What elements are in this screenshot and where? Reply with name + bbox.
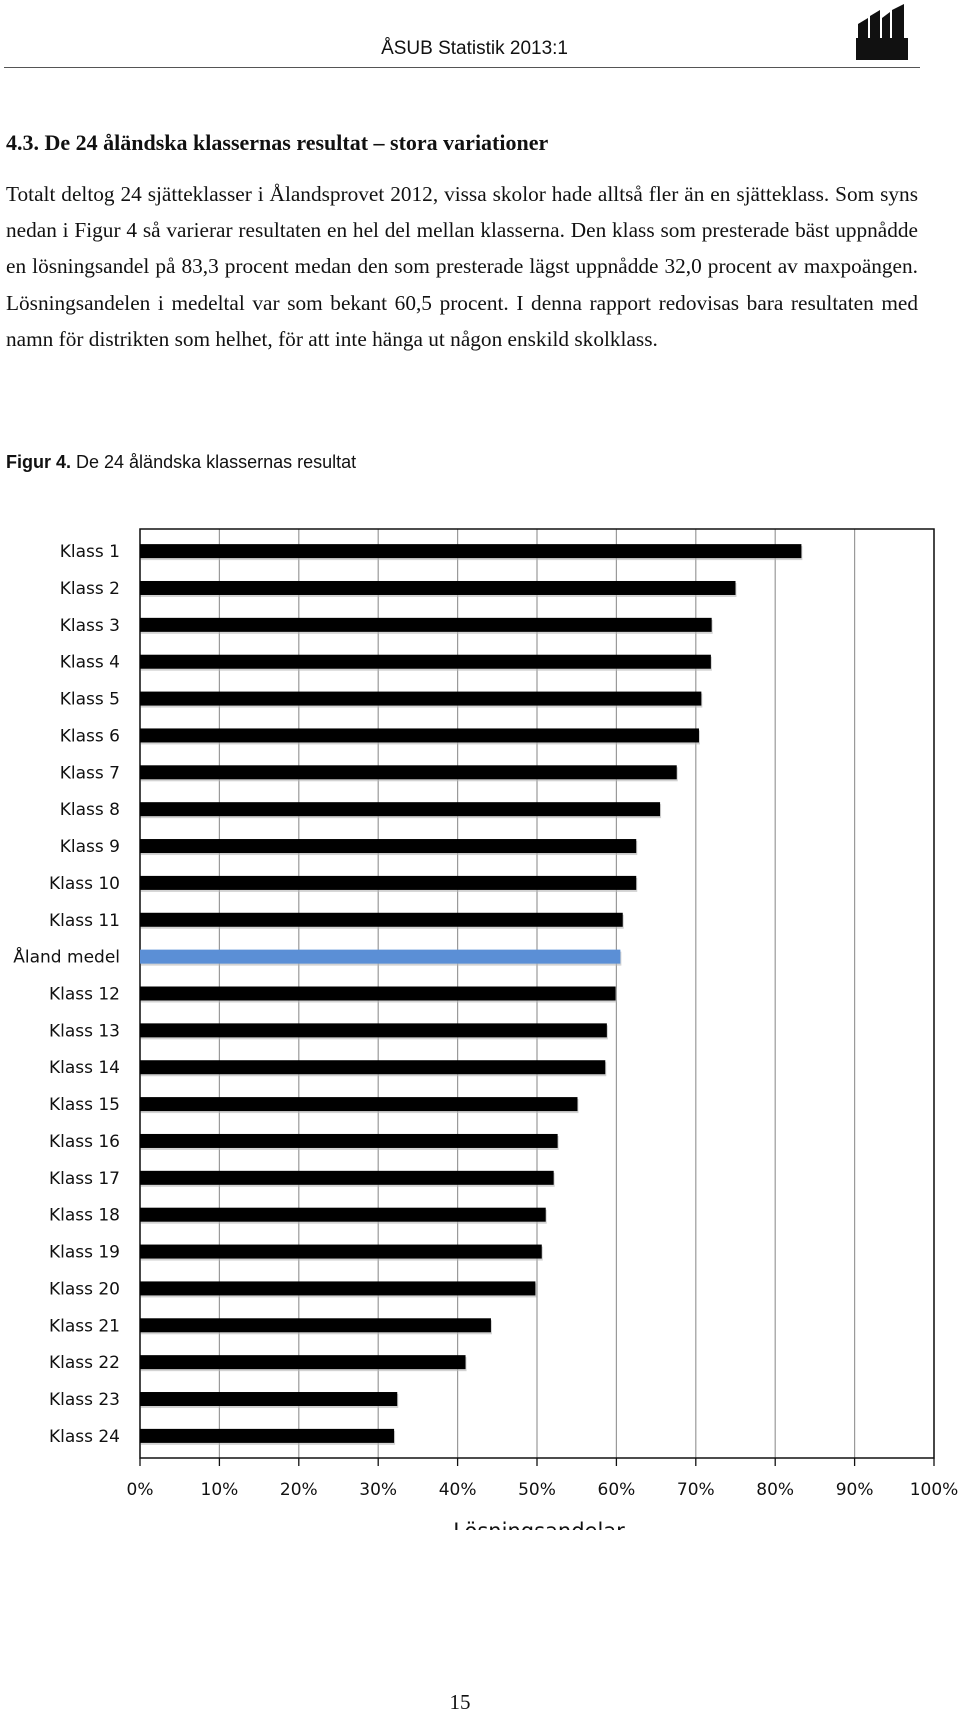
- bar: [140, 1023, 607, 1038]
- figure-caption: Figur 4. De 24 åländska klassernas resul…: [6, 452, 356, 473]
- x-tick-label: 50%: [518, 1480, 556, 1500]
- category-label: Klass 22: [49, 1353, 120, 1373]
- category-label: Klass 7: [60, 763, 120, 783]
- category-label: Klass 13: [49, 1021, 120, 1041]
- section-heading: 4.3. De 24 åländska klassernas resultat …: [6, 130, 549, 155]
- bar: [140, 580, 736, 595]
- bar: [140, 986, 616, 1001]
- x-tick-label: 70%: [677, 1480, 715, 1500]
- bar: [140, 1170, 554, 1185]
- x-tick-label: 80%: [756, 1480, 794, 1500]
- x-tick-label: 40%: [439, 1480, 477, 1500]
- x-tick-label: 10%: [201, 1480, 239, 1500]
- category-label: Klass 18: [49, 1206, 120, 1226]
- category-label: Klass 9: [60, 837, 120, 857]
- category-label: Klass 17: [49, 1169, 120, 1189]
- category-label: Klass 23: [49, 1390, 120, 1410]
- category-label: Klass 15: [49, 1095, 120, 1115]
- bar: [140, 1318, 491, 1333]
- page-number: 15: [449, 1690, 471, 1714]
- bar: [140, 875, 637, 890]
- bar: [140, 617, 712, 632]
- page-header: ÅSUB Statistik 2013:1: [0, 0, 960, 70]
- bar: [140, 1097, 578, 1112]
- category-label: Klass 2: [60, 579, 120, 599]
- bar-chart: Klass 1 Klass 2 Klass 3 Klass 4 Klass 5 Klass…: [13, 528, 959, 1530]
- x-tick-label: 90%: [836, 1480, 874, 1500]
- bar: [140, 839, 637, 854]
- x-tick-label: 0%: [127, 1480, 154, 1500]
- x-tick-label: 30%: [359, 1480, 397, 1500]
- header-divider: [4, 67, 920, 68]
- bar: [140, 1244, 542, 1259]
- figure-caption-prefix: Figur 4.: [6, 452, 72, 472]
- bar-average: [140, 949, 621, 964]
- category-label: Klass 1: [60, 542, 120, 562]
- category-label: Klass 3: [60, 616, 120, 636]
- bar: [140, 1355, 466, 1370]
- category-label: Klass 8: [60, 800, 120, 820]
- bar: [140, 1207, 546, 1222]
- bar: [140, 654, 711, 669]
- category-label: Klass 12: [49, 985, 120, 1005]
- bar: [140, 728, 699, 743]
- bar: [140, 912, 623, 927]
- x-tick-label: 60%: [598, 1480, 636, 1500]
- category-label: Klass 11: [49, 911, 120, 931]
- category-label: Åland medel: [13, 946, 120, 968]
- bar: [140, 691, 702, 706]
- body-paragraph: Totalt deltog 24 sjätteklasser i Ålandsp…: [6, 182, 918, 351]
- x-tick-label: 20%: [280, 1480, 318, 1500]
- category-label: Klass 4: [60, 653, 120, 673]
- bar: [140, 1281, 536, 1296]
- bar: [140, 765, 677, 780]
- figure-caption-text: De 24 åländska klassernas resultat: [71, 452, 357, 472]
- asub-logo-icon: [856, 4, 908, 60]
- category-label: Klass 24: [49, 1427, 120, 1447]
- category-label: Klass 6: [60, 726, 120, 746]
- x-axis-title: Lösningsandelar: [453, 1519, 625, 1530]
- category-label: Klass 10: [49, 874, 120, 894]
- bar: [140, 544, 802, 559]
- category-label: Klass 5: [60, 690, 120, 710]
- header-title: ÅSUB Statistik 2013:1: [381, 38, 568, 59]
- bar: [140, 1133, 558, 1148]
- category-label: Klass 21: [49, 1316, 120, 1336]
- category-label: Klass 16: [49, 1132, 120, 1152]
- category-label: Klass 20: [49, 1279, 120, 1299]
- x-tick-label: 100%: [910, 1480, 959, 1500]
- bar: [140, 1428, 395, 1443]
- category-label: Klass 14: [49, 1058, 120, 1078]
- bar: [140, 1392, 398, 1407]
- bar: [140, 802, 661, 817]
- category-label: Klass 19: [49, 1243, 120, 1263]
- bar: [140, 1060, 606, 1075]
